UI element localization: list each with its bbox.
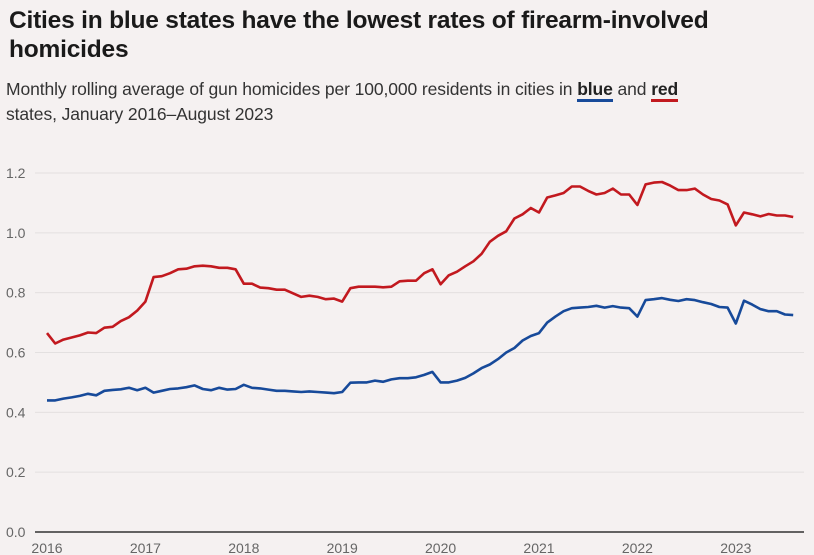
x-tick-label: 2020 <box>425 540 456 555</box>
x-tick-label: 2018 <box>228 540 259 555</box>
series-line-blue <box>47 296 794 402</box>
gridlines <box>35 172 804 473</box>
x-tick-label: 2016 <box>31 540 62 555</box>
series-lines <box>45 180 794 402</box>
x-tick-label: 2021 <box>523 540 554 555</box>
subtitle-and: and <box>612 79 652 99</box>
legend-key-blue: blue <box>577 80 613 102</box>
legend-key-red: red <box>651 80 678 102</box>
x-tick-label: 2017 <box>130 540 161 555</box>
y-tick-label: 0.4 <box>6 404 26 420</box>
chart-subtitle: Monthly rolling average of gun homicides… <box>6 77 806 126</box>
y-axis-ticks: 0.0 0.2 0.4 0.6 0.8 1.0 1.2 <box>6 165 26 540</box>
subtitle-text: Monthly rolling average of gun homicides… <box>6 79 578 99</box>
chart-title: Cities in blue states have the lowest ra… <box>9 7 709 63</box>
y-tick-label: 0.2 <box>6 464 26 480</box>
x-tick-label: 2019 <box>327 540 358 555</box>
series-line-red <box>45 180 794 345</box>
y-tick-label: 1.2 <box>6 165 26 181</box>
y-tick-label: 0.8 <box>6 285 26 301</box>
x-tick-label: 2023 <box>720 540 751 555</box>
y-tick-label: 0.6 <box>6 345 26 361</box>
subtitle-text-end: states, January 2016–August 2023 <box>6 104 274 124</box>
x-tick-label: 2022 <box>622 540 653 555</box>
y-tick-label: 1.0 <box>6 225 26 241</box>
x-axis-ticks: 2016 2017 2018 2019 2020 2021 2022 2023 <box>31 540 751 555</box>
y-tick-label: 0.0 <box>6 524 26 540</box>
